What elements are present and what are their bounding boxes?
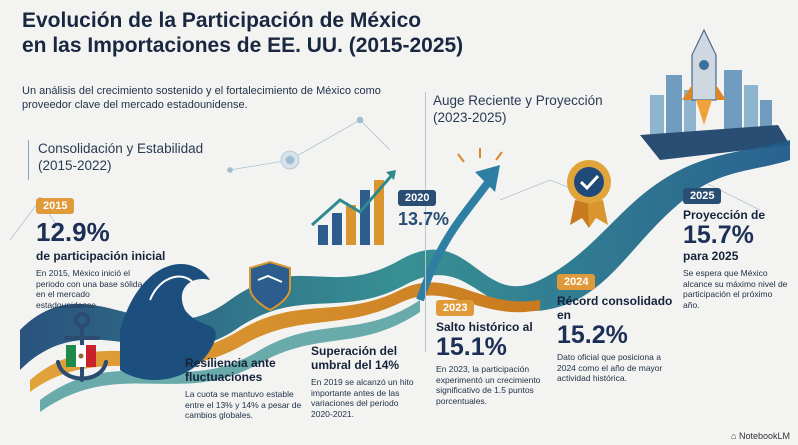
milestone-resilience: Resiliencia ante fluctuaciones La cuota … xyxy=(185,356,310,421)
main-ribbon xyxy=(20,140,790,370)
year-badge-2023: 2023 xyxy=(436,300,475,316)
network-decoration xyxy=(9,116,761,241)
body-2023: En 2023, la participación experimentó un… xyxy=(436,364,541,406)
phase-consolidation: Consolidación y Estabilidad (2015-2022) xyxy=(38,140,203,174)
year-badge-2020: 2020 xyxy=(398,190,437,206)
milestone-2023: 2023 Salto histórico al 15.1% En 2023, l… xyxy=(436,298,556,406)
heading-resilience-1: Resiliencia ante xyxy=(185,356,276,370)
value-2024: 15.2% xyxy=(557,321,628,349)
heading-threshold-1: Superación del xyxy=(311,344,398,358)
brand-name: NotebookLM xyxy=(738,431,790,441)
brand-logo-icon: ⌂ xyxy=(731,431,737,441)
heading2-2025: para 2025 xyxy=(683,249,739,263)
year-badge-2025: 2025 xyxy=(683,188,722,204)
award-badge-icon xyxy=(567,160,611,228)
heading-threshold-2: umbral del 14% xyxy=(311,358,400,372)
platform xyxy=(640,125,790,160)
year-badge-2024: 2024 xyxy=(557,274,596,290)
body-threshold: En 2019 se alcanzó un hito importante an… xyxy=(311,377,414,419)
rocket-icon xyxy=(682,28,726,125)
milestone-2020: 2020 13.7% xyxy=(398,188,449,230)
phase-consolidation-title: Consolidación y Estabilidad xyxy=(38,141,204,156)
heading-2023: Salto histórico al xyxy=(436,320,533,334)
value-2023: 15.1% xyxy=(436,333,507,361)
growth-arrow-icon xyxy=(416,148,503,302)
value-2025: 15.7% xyxy=(683,221,754,249)
shield-icon xyxy=(249,260,291,312)
heading-resilience-2: fluctuaciones xyxy=(185,370,263,384)
phase-consolidation-range: (2015-2022) xyxy=(38,158,112,173)
body-2025: Se espera que México alcance su máximo n… xyxy=(683,268,788,310)
bar-chart-icon xyxy=(311,170,396,245)
body-2015: En 2015, México inició el periodo con un… xyxy=(36,268,143,310)
title-line-2: en las Importaciones de EE. UU. (2015-20… xyxy=(22,34,464,57)
year-badge-2015: 2015 xyxy=(36,198,75,214)
phase-divider xyxy=(28,140,29,180)
milestone-threshold: Superación del umbral del 14% En 2019 se… xyxy=(311,344,421,419)
phase-recent-range: (2023-2025) xyxy=(433,110,507,125)
milestone-2025: 2025 Proyección de 15.7% para 2025 Se es… xyxy=(683,186,791,310)
title-line-1: Evolución de la Participación de México xyxy=(22,9,422,32)
heading-2025: Proyección de xyxy=(683,208,766,222)
page-title: Evolución de la Participación de México … xyxy=(22,8,562,58)
wave-icon xyxy=(120,264,216,380)
page-subtitle: Un análisis del crecimiento sostenido y … xyxy=(22,85,381,111)
heading-2024: Récord consolidado en xyxy=(557,294,673,322)
body-2024: Dato oficial que posiciona a 2024 como e… xyxy=(557,352,663,383)
brand-footer: ⌂ NotebookLM xyxy=(731,431,790,441)
body-resilience: La cuota se mantuvo estable entre el 13%… xyxy=(185,389,302,420)
milestone-2024: 2024 Récord consolidado en 15.2% Dato of… xyxy=(557,272,682,384)
value-2015: 12.9% xyxy=(36,217,110,247)
milestone-2015: 2015 12.9% de participación inicial En 2… xyxy=(36,196,201,310)
phase-recent: Auge Reciente y Proyección (2023-2025) xyxy=(433,92,603,126)
phase-divider-recent xyxy=(425,92,426,352)
value-2020: 13.7% xyxy=(398,209,450,229)
mexico-flag-icon xyxy=(66,345,96,367)
heading-2015: de participación inicial xyxy=(36,249,166,263)
phase-recent-title: Auge Reciente y Proyección xyxy=(433,93,603,108)
